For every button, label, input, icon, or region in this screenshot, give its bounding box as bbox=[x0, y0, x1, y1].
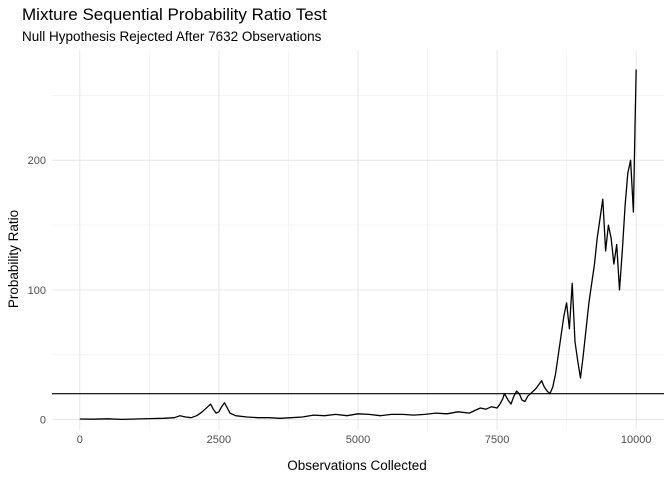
x-tick-label: 10000 bbox=[621, 434, 652, 446]
y-tick-labels: 0 100 200 bbox=[28, 155, 46, 426]
series-layer bbox=[79, 69, 637, 421]
x-tick-label: 5000 bbox=[346, 434, 370, 446]
x-tick-label: 0 bbox=[77, 434, 83, 446]
chart-title: Mixture Sequential Probability Ratio Tes… bbox=[22, 5, 327, 24]
x-tick-labels: 0 2500 5000 7500 10000 bbox=[77, 434, 652, 446]
x-tick-label: 7500 bbox=[485, 434, 509, 446]
x-tick-label: 2500 bbox=[207, 434, 231, 446]
series-line-0 bbox=[79, 69, 637, 421]
y-tick-label: 200 bbox=[28, 155, 46, 167]
major-gridlines bbox=[52, 50, 664, 430]
x-axis-label: Observations Collected bbox=[287, 458, 427, 473]
y-tick-label: 0 bbox=[40, 415, 46, 427]
y-axis-label: Probability Ratio bbox=[6, 210, 21, 308]
y-tick-label: 100 bbox=[28, 285, 46, 297]
chart-subtitle: Null Hypothesis Rejected After 7632 Obse… bbox=[22, 29, 322, 44]
